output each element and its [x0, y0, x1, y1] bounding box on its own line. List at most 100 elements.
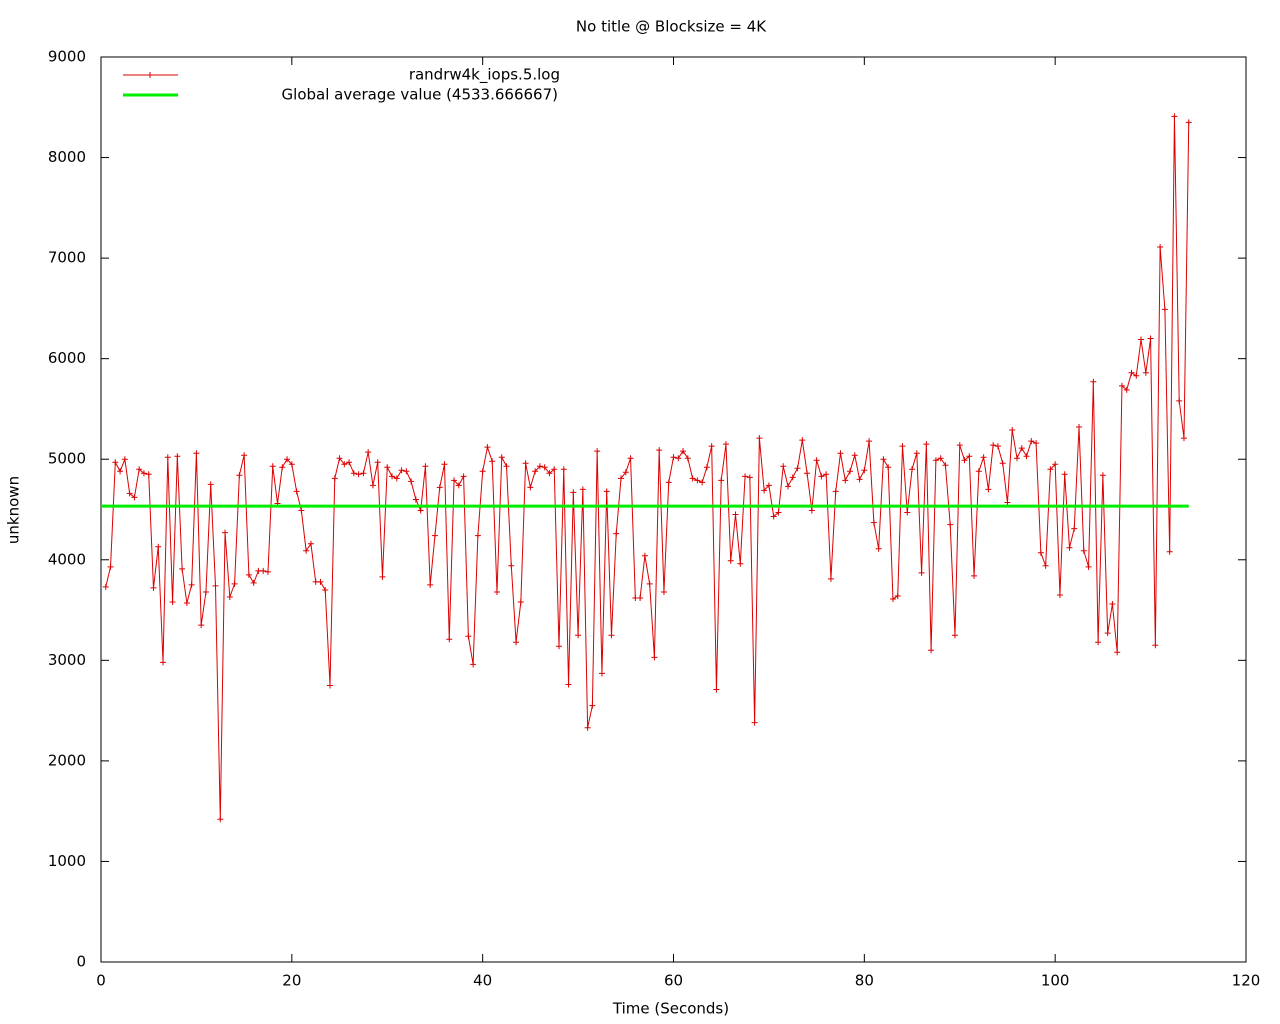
point-marker	[990, 442, 997, 449]
point-marker	[842, 477, 849, 484]
point-marker	[1123, 386, 1130, 393]
y-tick-label: 7000	[48, 249, 86, 267]
point-marker	[1161, 306, 1168, 313]
point-marker	[708, 443, 715, 450]
point-marker	[417, 507, 424, 514]
point-marker	[956, 442, 963, 449]
point-marker	[737, 560, 744, 567]
point-marker	[942, 462, 949, 469]
point-marker	[379, 573, 386, 580]
x-tick-label: 60	[664, 972, 683, 990]
point-marker	[503, 463, 510, 470]
point-marker	[808, 507, 815, 514]
point-marker	[117, 468, 124, 475]
point-marker	[226, 593, 233, 600]
point-marker	[1133, 372, 1140, 379]
point-marker	[222, 529, 229, 536]
point-marker	[202, 588, 209, 595]
y-tick-label: 6000	[48, 349, 86, 367]
point-marker	[656, 447, 663, 454]
x-tick-label: 120	[1232, 972, 1261, 990]
point-marker	[1009, 427, 1016, 434]
point-marker	[1061, 471, 1068, 478]
point-marker	[288, 461, 295, 468]
point-marker	[994, 443, 1001, 450]
point-marker	[904, 509, 911, 516]
point-marker	[198, 622, 205, 629]
point-marker	[718, 477, 725, 484]
point-marker	[918, 569, 925, 576]
point-marker	[751, 719, 758, 726]
point-marker	[427, 581, 434, 588]
point-marker	[112, 459, 119, 466]
point-marker	[1180, 435, 1187, 442]
point-marker	[980, 454, 987, 461]
point-marker	[618, 475, 625, 482]
point-marker	[284, 456, 291, 463]
point-marker	[699, 479, 706, 486]
point-marker	[241, 452, 248, 459]
point-marker	[675, 455, 682, 462]
point-marker	[231, 580, 238, 587]
point-marker	[765, 482, 772, 489]
point-marker	[131, 494, 138, 501]
point-marker	[1056, 591, 1063, 598]
point-marker	[780, 463, 787, 470]
point-marker	[832, 488, 839, 495]
point-marker	[923, 441, 930, 448]
point-marker	[527, 484, 534, 491]
point-marker	[298, 507, 305, 514]
point-marker	[508, 562, 515, 569]
point-marker	[761, 487, 768, 494]
point-marker	[722, 441, 729, 448]
x-tick-label: 20	[282, 972, 301, 990]
point-marker	[470, 661, 477, 668]
point-marker	[575, 632, 582, 639]
point-marker	[1080, 547, 1087, 554]
point-marker	[179, 565, 186, 572]
point-marker	[951, 632, 958, 639]
point-marker	[794, 465, 801, 472]
point-marker	[160, 659, 167, 666]
point-marker	[479, 468, 486, 475]
y-tick-label: 2000	[48, 751, 86, 769]
point-marker	[1109, 601, 1116, 608]
point-marker	[150, 584, 157, 591]
point-marker	[837, 450, 844, 457]
point-marker	[556, 643, 562, 650]
point-marker	[937, 455, 944, 462]
data-line	[105, 116, 1190, 820]
point-marker	[1118, 382, 1125, 389]
point-marker	[365, 449, 372, 456]
point-marker	[913, 450, 920, 457]
point-marker	[641, 552, 648, 559]
point-marker	[1066, 544, 1073, 551]
point-marker	[928, 647, 935, 654]
point-marker	[498, 454, 505, 461]
point-marker	[1004, 499, 1011, 506]
point-marker	[412, 496, 419, 503]
point-marker	[346, 459, 353, 466]
point-marker	[694, 477, 701, 484]
point-marker	[1104, 630, 1111, 637]
point-marker	[451, 477, 458, 484]
point-marker	[966, 453, 973, 460]
point-marker	[513, 639, 520, 646]
point-marker	[336, 455, 343, 462]
point-marker	[126, 490, 133, 497]
point-marker	[627, 455, 634, 462]
y-tick-label: 1000	[48, 852, 86, 870]
y-tick-label: 4000	[48, 550, 86, 568]
point-marker	[374, 459, 381, 466]
point-marker	[660, 588, 667, 595]
point-marker	[885, 464, 892, 471]
point-marker	[541, 464, 548, 471]
y-tick-label: 9000	[48, 48, 86, 66]
point-marker	[546, 470, 553, 477]
point-marker	[322, 586, 329, 593]
point-marker	[560, 466, 567, 473]
point-marker	[713, 686, 720, 693]
x-tick-label: 0	[96, 972, 106, 990]
point-marker	[436, 484, 443, 491]
